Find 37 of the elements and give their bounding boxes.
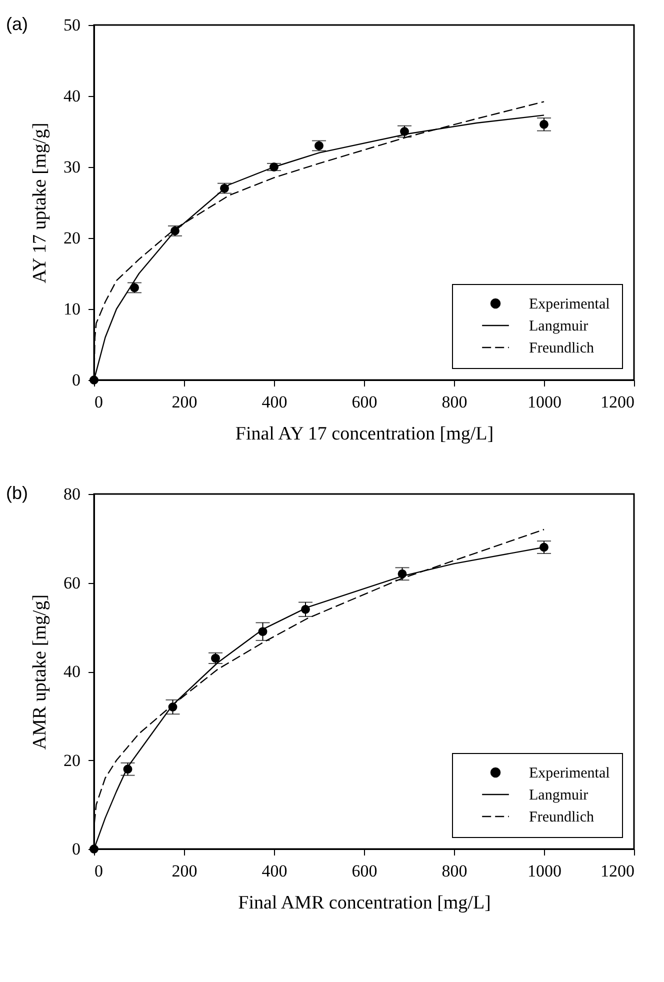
y-tick-label: 40 (64, 662, 80, 681)
x-tick-label: 400 (262, 392, 288, 412)
legend-label: Experimental (529, 296, 610, 312)
legend-label: Experimental (529, 766, 610, 782)
y-tick-label: 0 (72, 840, 80, 858)
x-tick-label: 800 (442, 392, 468, 412)
chart-title: (b) (6, 483, 28, 503)
y-tick-label: 10 (64, 300, 80, 318)
y-tick-label: 30 (64, 158, 80, 176)
x-tick-label: 1000 (528, 392, 562, 412)
y-axis-title: AY 17 uptake [mg/g] (30, 122, 50, 284)
x-tick-label: 1200 (600, 862, 634, 880)
x-tick-label: 0 (94, 392, 103, 412)
y-tick-label: 80 (64, 484, 80, 504)
legend-label: Freundlich (529, 810, 594, 826)
y-axis-title: AMR uptake [mg/g] (30, 594, 50, 750)
x-tick-label: 400 (262, 862, 288, 880)
x-tick-label: 200 (172, 862, 198, 880)
y-tick-label: 0 (72, 370, 80, 390)
y-tick-label: 40 (64, 86, 80, 106)
legend-label: Langmuir (529, 318, 588, 334)
x-tick-label: 0 (94, 862, 103, 880)
x-tick-label: 1200 (600, 392, 634, 412)
y-tick-label: 20 (64, 750, 80, 770)
y-tick-label: 20 (64, 228, 80, 248)
x-tick-label: 600 (352, 862, 378, 880)
x-tick-label: 800 (442, 862, 468, 880)
x-axis-title: Final AY 17 concentration [mg/L] (235, 424, 494, 444)
x-axis-title: Final AMR concentration [mg/L] (238, 892, 491, 914)
chart-title: (a) (6, 14, 28, 34)
x-tick-label: 200 (172, 392, 198, 412)
x-tick-label: 600 (352, 392, 378, 412)
legend-label: Freundlich (529, 340, 594, 356)
x-tick-label: 1000 (528, 862, 562, 880)
legend-label: Langmuir (529, 788, 588, 804)
y-tick-label: 50 (64, 16, 80, 34)
y-tick-label: 60 (64, 573, 80, 592)
